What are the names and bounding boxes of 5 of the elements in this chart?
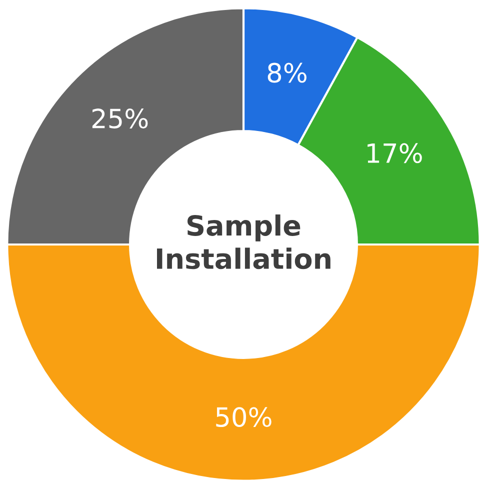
data-label: 50% — [216, 407, 272, 428]
data-label: 17% — [368, 143, 422, 164]
text: Sample Installation — [156, 214, 330, 270]
data-label: 8% — [268, 62, 306, 83]
data-label: 25% — [92, 108, 148, 128]
